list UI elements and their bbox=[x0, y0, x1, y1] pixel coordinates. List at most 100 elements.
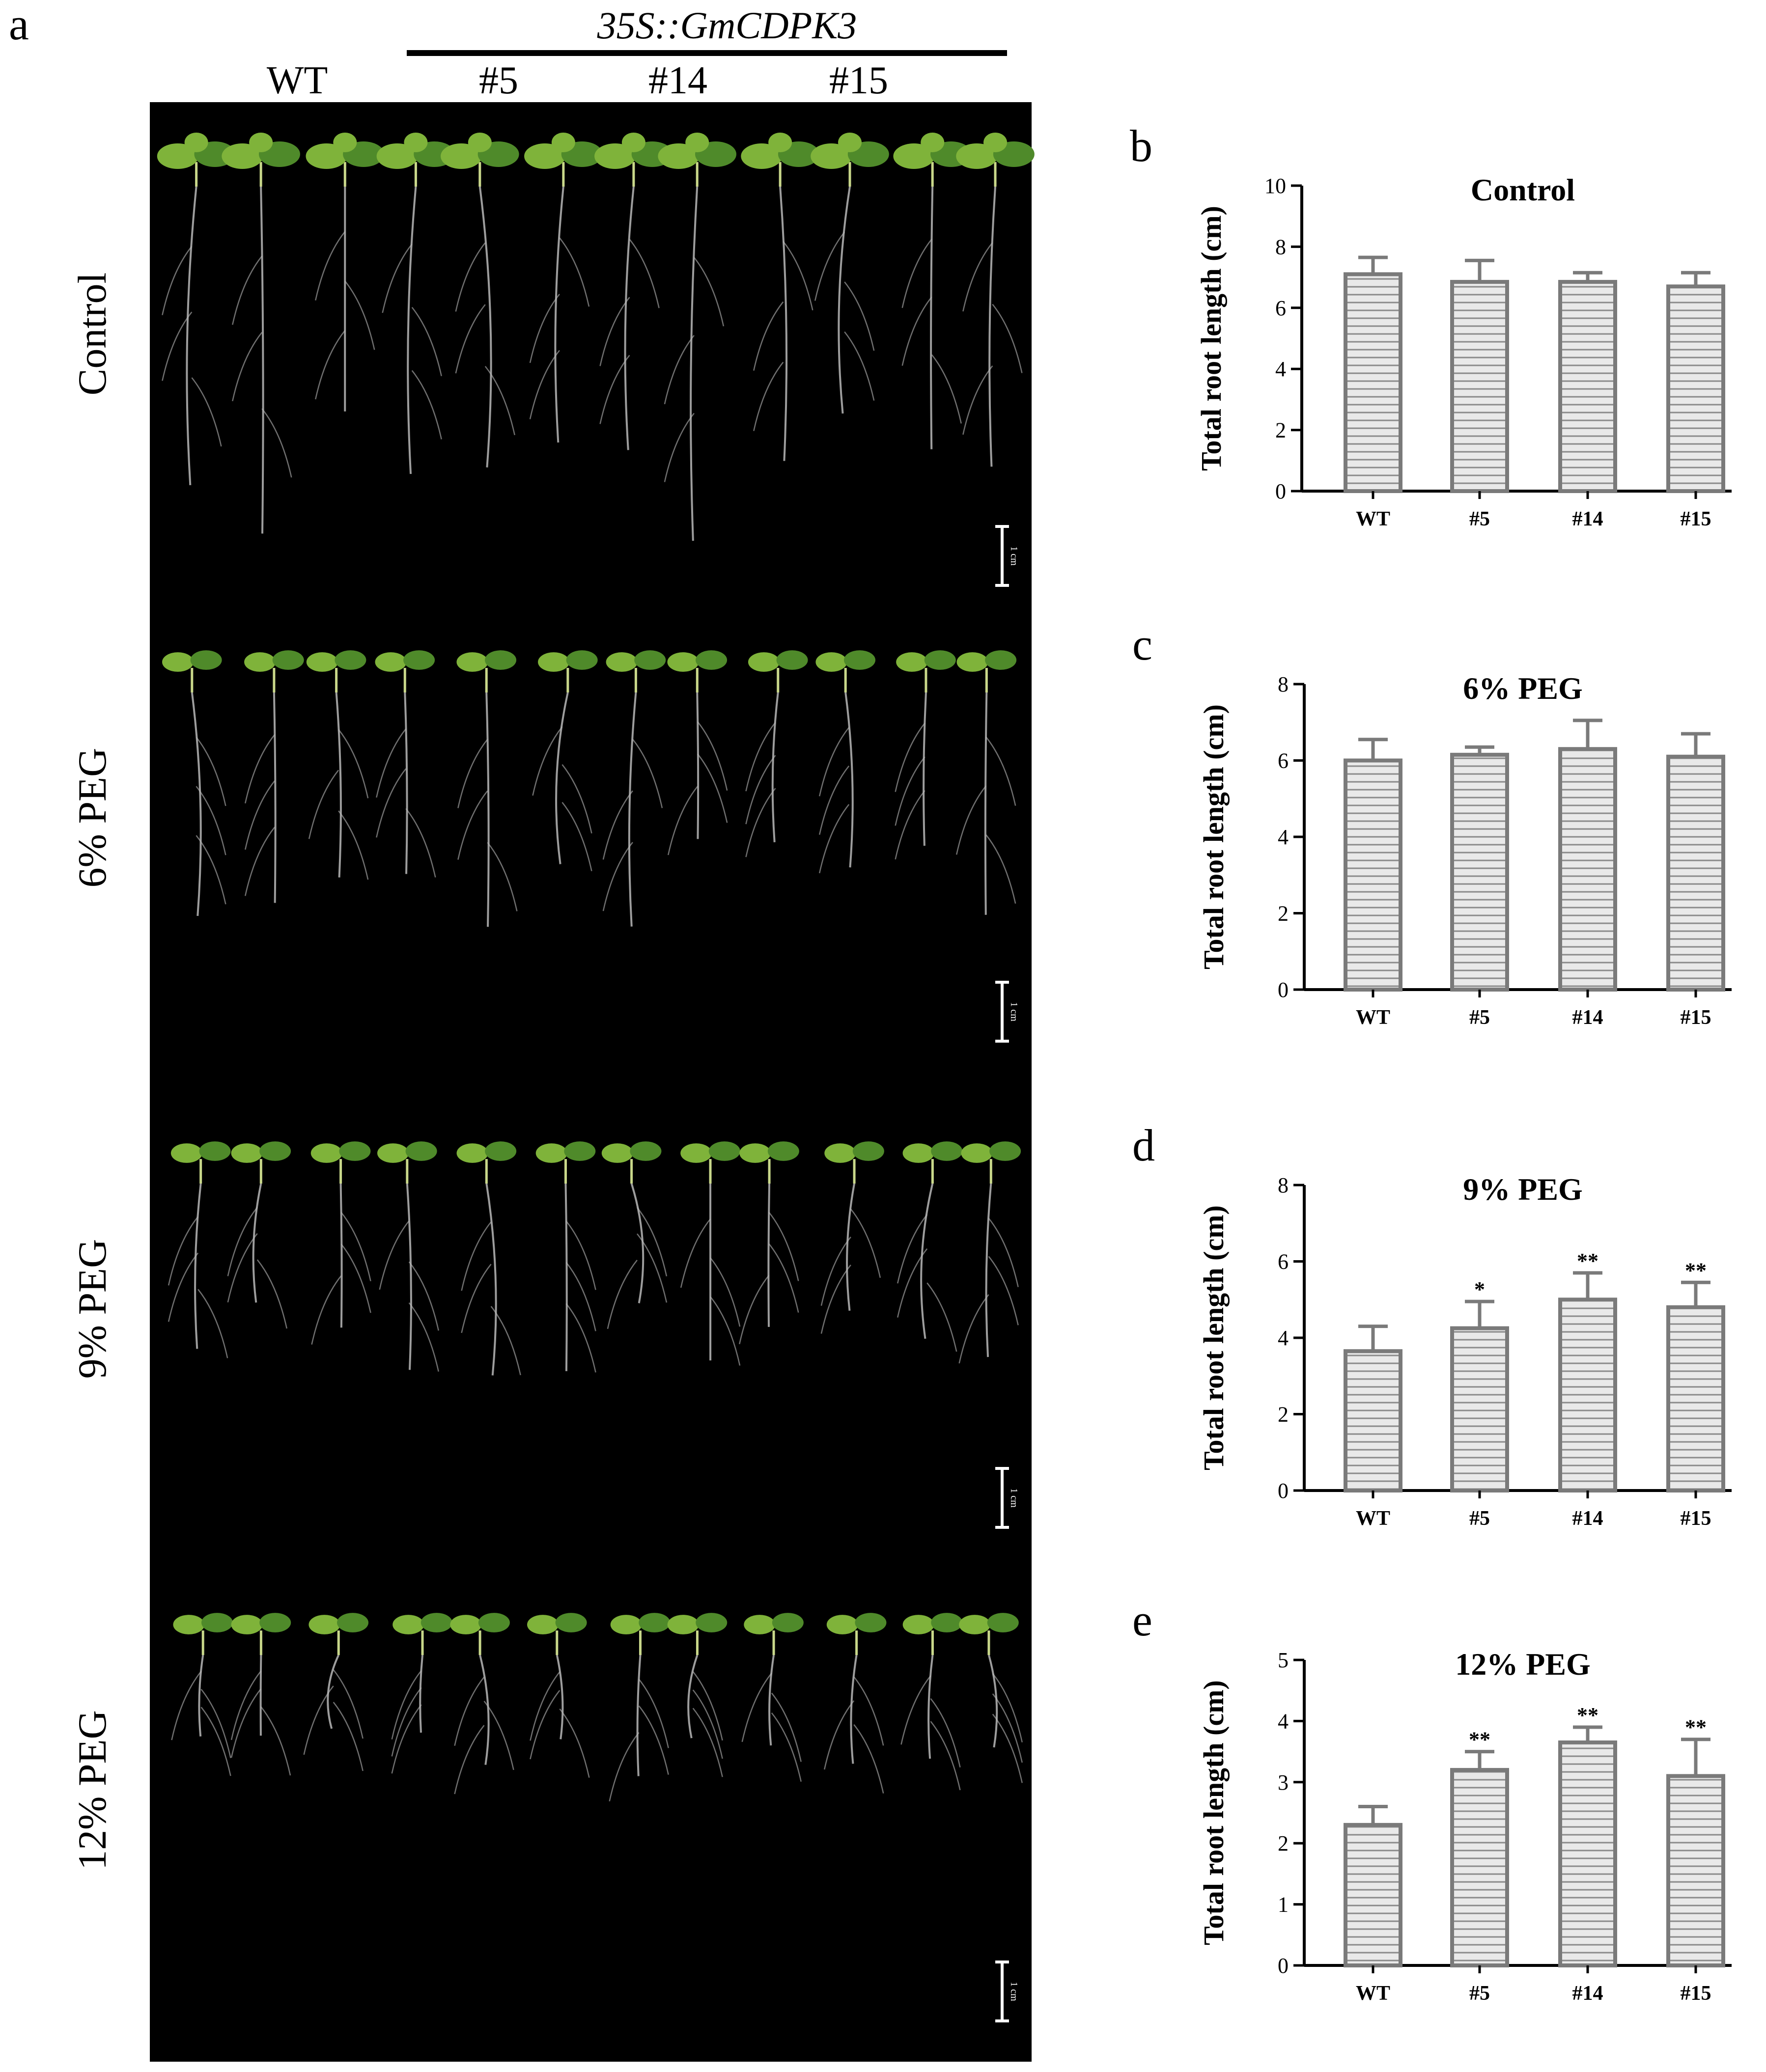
seedling bbox=[524, 133, 603, 443]
panel-a-letter: a bbox=[9, 0, 29, 49]
x-tick-label: #14 bbox=[1572, 1982, 1603, 2005]
seedling bbox=[456, 1141, 521, 1376]
y-tick-label: 6 bbox=[1275, 296, 1286, 320]
seedling bbox=[667, 650, 728, 856]
x-tick-label: #5 bbox=[1469, 508, 1490, 530]
y-tick-label: 0 bbox=[1278, 1954, 1289, 1978]
x-tick-label: #5 bbox=[1469, 1982, 1490, 2005]
significance-label: ** bbox=[1469, 1728, 1490, 1752]
seedling bbox=[959, 1613, 1023, 1783]
significance-label: ** bbox=[1577, 1249, 1598, 1273]
seedling bbox=[244, 650, 304, 903]
genotype-label-15: #15 bbox=[829, 59, 888, 102]
seedling bbox=[450, 1613, 514, 1795]
significance-label: ** bbox=[1577, 1703, 1598, 1727]
bar bbox=[1450, 752, 1509, 992]
y-axis-label: Total root length (cm) bbox=[1198, 1680, 1230, 1945]
chart-title: 9% PEG bbox=[1463, 1172, 1583, 1207]
x-tick-label: #14 bbox=[1572, 1507, 1603, 1530]
seedling bbox=[658, 133, 736, 541]
seedling bbox=[820, 1141, 884, 1334]
seedling bbox=[824, 1613, 887, 1794]
chart-panel-e: e 12% PEG Total root length (cm) 0 1 2 3 4 5 WT #5… bbox=[1132, 1595, 1732, 2005]
bar bbox=[1450, 279, 1509, 493]
seedling bbox=[745, 650, 808, 857]
y-tick-label: 0 bbox=[1275, 479, 1286, 503]
x-tick-label: #15 bbox=[1681, 508, 1711, 530]
construct-label: 35S::GmCDPK3 bbox=[597, 4, 857, 47]
seedling bbox=[741, 133, 819, 461]
genotype-label-wt: WT bbox=[267, 59, 328, 102]
x-tick-label: #15 bbox=[1681, 1507, 1711, 1530]
panel-letter: e bbox=[1132, 1595, 1152, 1645]
y-tick-label: 0 bbox=[1278, 1479, 1289, 1503]
seedling bbox=[895, 650, 956, 860]
chart-panel-b: b Control Total root length (cm) 0 2 4 6 8 10 WT #… bbox=[1130, 121, 1732, 530]
scale-bar-label-9-peg: 1 cm bbox=[1009, 1488, 1019, 1508]
seedling bbox=[958, 1141, 1021, 1364]
x-tick-label: #5 bbox=[1469, 1006, 1490, 1029]
x-tick-label: #14 bbox=[1572, 508, 1603, 530]
genotype-label-14: #14 bbox=[648, 59, 707, 102]
bar bbox=[1666, 1305, 1725, 1493]
bar bbox=[1344, 1349, 1402, 1492]
seedling-photo bbox=[150, 102, 1032, 2062]
bar bbox=[1344, 1823, 1402, 1967]
row-label-12-peg: 12% PEG bbox=[70, 1710, 114, 1870]
chart-title: Control bbox=[1471, 172, 1575, 207]
scale-bar-9-peg: 1 cm bbox=[995, 1467, 1019, 1529]
seedling bbox=[741, 1613, 804, 1782]
y-tick-label: 1 bbox=[1278, 1893, 1289, 1917]
bar bbox=[1558, 1298, 1617, 1492]
seedling bbox=[601, 1141, 668, 1329]
seedling bbox=[157, 133, 236, 485]
seedling bbox=[377, 1141, 439, 1372]
seedling bbox=[900, 1613, 963, 1791]
seedling bbox=[815, 650, 876, 874]
bar bbox=[1666, 754, 1725, 992]
row-label-6-peg: 6% PEG bbox=[70, 748, 114, 888]
bar bbox=[1666, 1774, 1725, 1968]
seedling bbox=[162, 650, 226, 916]
y-axis-label: Total root length (cm) bbox=[1198, 1205, 1230, 1470]
y-tick-label: 4 bbox=[1278, 825, 1289, 849]
y-tick-label: 6 bbox=[1278, 1250, 1289, 1274]
genotype-label-5: #5 bbox=[479, 59, 518, 102]
chart-title: 6% PEG bbox=[1463, 671, 1583, 706]
bar bbox=[1344, 272, 1402, 493]
y-tick-label: 8 bbox=[1278, 672, 1289, 696]
x-tick-label: #15 bbox=[1681, 1006, 1711, 1029]
y-tick-label: 4 bbox=[1278, 1709, 1289, 1733]
seedling bbox=[168, 1141, 231, 1358]
seedling bbox=[535, 1141, 596, 1373]
x-tick-label: WT bbox=[1356, 1006, 1390, 1029]
y-tick-label: 10 bbox=[1264, 174, 1286, 198]
y-tick-label: 2 bbox=[1278, 1831, 1289, 1855]
y-tick-label: 2 bbox=[1278, 902, 1289, 926]
seedling bbox=[955, 650, 1017, 915]
scale-bar-control: 1 cm bbox=[995, 525, 1019, 587]
seedling bbox=[609, 1613, 671, 1802]
row-label-9-peg: 9% PEG bbox=[70, 1239, 114, 1379]
seedling bbox=[667, 1613, 728, 1777]
panel-letter: b bbox=[1130, 121, 1152, 171]
panel-letter: c bbox=[1132, 619, 1152, 669]
seedling bbox=[391, 1613, 452, 1774]
bar bbox=[1558, 1740, 1617, 1967]
bar bbox=[1450, 1768, 1509, 1967]
seedling bbox=[956, 133, 1035, 467]
y-tick-label: 2 bbox=[1278, 1403, 1289, 1427]
seedling bbox=[306, 650, 369, 880]
seedling bbox=[811, 133, 889, 414]
seedling bbox=[306, 133, 385, 412]
seedling bbox=[227, 1141, 291, 1329]
seedling bbox=[680, 1141, 741, 1366]
chart-panel-c: c 6% PEG Total root length (cm) 0 2 4 6 8 WT #5 #1… bbox=[1132, 619, 1732, 1029]
bar bbox=[1666, 284, 1725, 493]
seedling bbox=[310, 1141, 371, 1345]
x-tick-label: WT bbox=[1356, 508, 1390, 530]
seedling bbox=[441, 133, 519, 468]
y-tick-label: 3 bbox=[1278, 1770, 1289, 1795]
bar bbox=[1558, 279, 1617, 493]
